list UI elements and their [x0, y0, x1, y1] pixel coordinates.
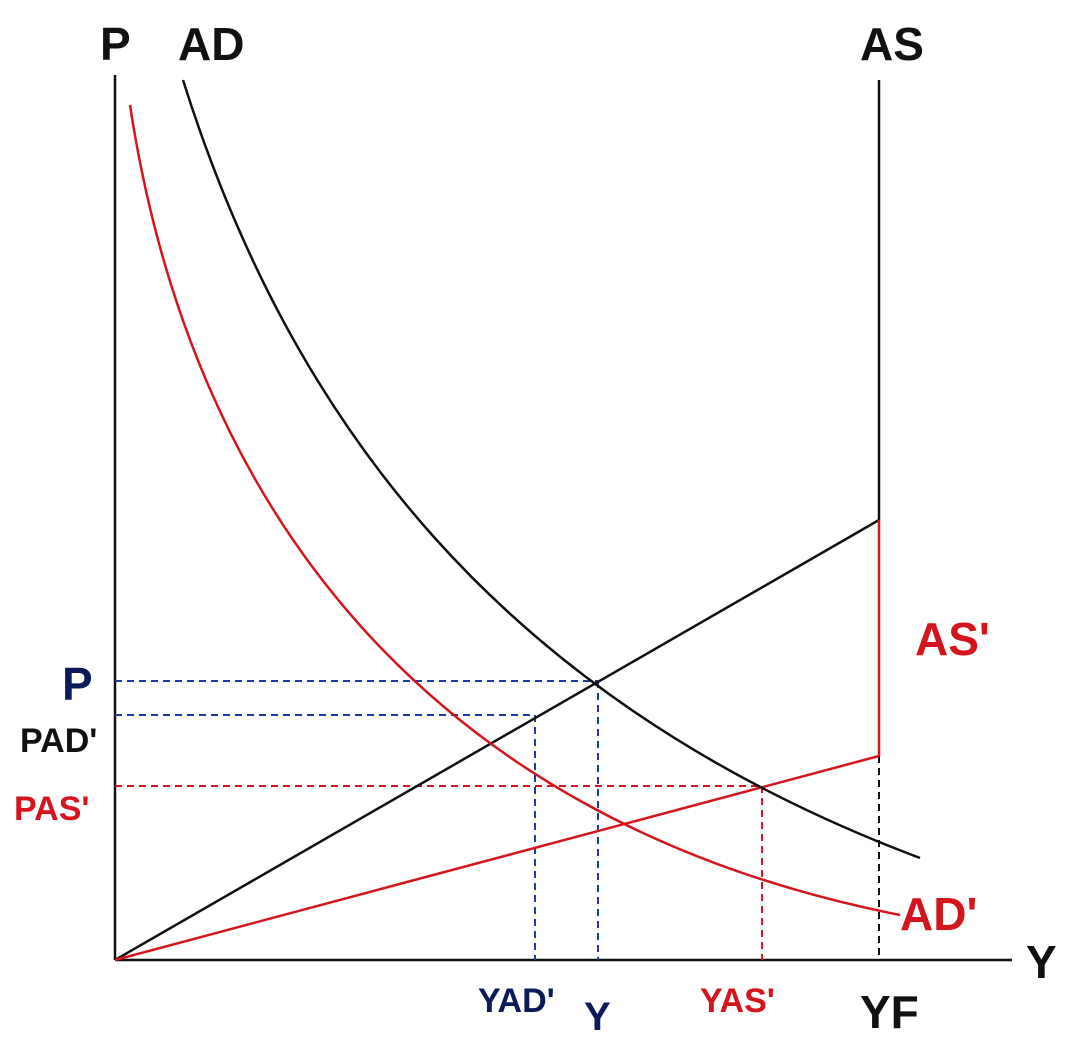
p-axis-label: P [100, 18, 131, 70]
as-prime-rising-segment [114, 754, 880, 962]
as-rising-segment [114, 518, 880, 962]
y-level-label: Y [584, 995, 611, 1039]
ad-prime-curve [128, 104, 901, 917]
as-prime-curve-label: AS' [915, 613, 990, 665]
pas-prime-label: PAS' [14, 790, 89, 828]
ad-curve-label: AD [178, 18, 244, 70]
y-axis-label: Y [1026, 936, 1057, 988]
as-curve-label: AS [860, 18, 924, 70]
p-level-label: P [62, 658, 93, 710]
yad-prime-label: YAD' [478, 982, 555, 1020]
pad-prime-label: PAD' [20, 722, 97, 760]
yf-label: YF [860, 986, 919, 1038]
ad-curve [181, 79, 921, 860]
yas-prime-label: YAS' [700, 982, 775, 1020]
ad-prime-curve-label: AD' [900, 888, 977, 940]
